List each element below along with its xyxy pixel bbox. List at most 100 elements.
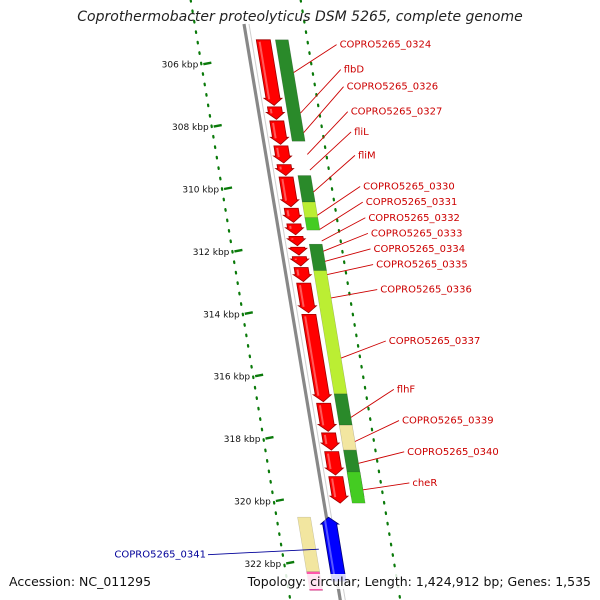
gene-label-COPRO5265_0324: COPRO5265_0324 bbox=[340, 40, 432, 51]
scale-tick-mark-5 bbox=[254, 373, 264, 378]
scale-tick-label-6: 318 kbp bbox=[224, 435, 261, 445]
scale-tick-mark-0 bbox=[203, 61, 212, 66]
gene-arrow-COPRO5265_0334 bbox=[289, 256, 310, 267]
gene-arrow-shine-flhF bbox=[318, 405, 325, 426]
gene-label-COPRO5265_0339: COPRO5265_0339 bbox=[402, 416, 494, 427]
gene-label-flhF: flhF bbox=[397, 384, 416, 395]
gene-label-COPRO5265_0326: COPRO5265_0326 bbox=[347, 82, 439, 93]
gene-arrow-COPRO5265_0330 bbox=[282, 207, 303, 223]
scale-tick-mark-1 bbox=[213, 123, 222, 128]
leader-line-fliL bbox=[309, 131, 352, 171]
gene-label-COPRO5265_0327: COPRO5265_0327 bbox=[351, 107, 443, 118]
scale-tick-mark-6 bbox=[265, 435, 274, 440]
gene-arrow-shine-COPRO5265_0339 bbox=[323, 434, 328, 445]
cog-bar-7 bbox=[338, 424, 357, 451]
gene-arrow-flbD bbox=[265, 106, 286, 120]
backbone-line bbox=[242, 23, 342, 600]
gene-arrow-cheR bbox=[328, 476, 350, 504]
leader-line-COPRO5265_0326 bbox=[303, 86, 344, 133]
leader-line-flbD bbox=[300, 69, 342, 114]
scale-tick-label-1: 308 kbp bbox=[172, 123, 209, 133]
gene-arrow-COPRO5265_0335 bbox=[291, 267, 313, 283]
gene-arrow-COPRO5265_0324 bbox=[255, 39, 284, 106]
gene-label-fliL: fliL bbox=[354, 127, 369, 138]
gene-arrow-shine-COPRO5265_0336 bbox=[299, 284, 305, 307]
gene-arrow-COPRO5265_0340 bbox=[324, 451, 345, 476]
leader-line-COPRO5265_0330 bbox=[317, 186, 361, 216]
leader-line-COPRO5265_0335 bbox=[327, 264, 374, 276]
gene-arrow-COPRO5265_0327 bbox=[272, 145, 293, 164]
gene-arrow-layer bbox=[255, 39, 350, 582]
gene-label-COPRO5265_0331: COPRO5265_0331 bbox=[366, 197, 458, 208]
gene-arrow-shine-fliM bbox=[281, 178, 287, 201]
scale-tick-mark-8 bbox=[285, 560, 295, 565]
scale-tick-label-7: 320 kbp bbox=[234, 498, 271, 508]
leader-line-flhF bbox=[350, 388, 395, 418]
gene-label-cheR: cheR bbox=[412, 478, 437, 489]
gene-label-COPRO5265_0333: COPRO5265_0333 bbox=[371, 228, 463, 239]
gene-arrow-COPRO5265_0336 bbox=[296, 282, 318, 314]
gene-arrow-shine-flbD bbox=[269, 108, 273, 114]
leader-line-fliM bbox=[313, 155, 356, 193]
gene-arrow-shine-COPRO5265_0340 bbox=[326, 453, 332, 470]
backbone-highlight bbox=[248, 23, 346, 600]
gene-label-flbD: flbD bbox=[344, 65, 365, 76]
scale-tick-label-3: 312 kbp bbox=[193, 248, 230, 258]
gene-label-COPRO5265_0330: COPRO5265_0330 bbox=[363, 182, 455, 193]
leader-line-COPRO5265_0332 bbox=[321, 217, 366, 242]
gene-label-COPRO5265_0337: COPRO5265_0337 bbox=[389, 336, 481, 347]
leader-line-COPRO5265_0324 bbox=[293, 44, 337, 73]
gene-label-COPRO5265_0332: COPRO5265_0332 bbox=[368, 213, 460, 224]
scale-tick-label-8: 322 kbp bbox=[245, 560, 282, 570]
gene-arrow-COPRO5265_0332 bbox=[286, 235, 307, 247]
gene-arrow-COPRO5265_0331 bbox=[284, 223, 305, 236]
leader-line-COPRO5265_0339 bbox=[354, 420, 400, 442]
gene-arrow-shine-COPRO5265_0341 bbox=[323, 518, 336, 576]
scale-tick-label-2: 310 kbp bbox=[182, 186, 219, 196]
gene-label-COPRO5265_0341: COPRO5265_0341 bbox=[114, 550, 206, 561]
gene-arrow-shine-COPRO5265_0335 bbox=[296, 269, 300, 276]
leader-line-COPRO5265_0334 bbox=[324, 248, 371, 262]
cog-bar-1 bbox=[297, 175, 316, 203]
cog-bar-4 bbox=[308, 243, 327, 271]
gene-arrow-shine-COPRO5265_0330 bbox=[286, 210, 290, 217]
leader-line-COPRO5265_0341 bbox=[207, 548, 319, 556]
cog-bar-3 bbox=[304, 217, 321, 231]
gene-arrow-COPRO5265_0337 bbox=[301, 313, 333, 403]
leader-line-cheR bbox=[362, 482, 410, 491]
gene-arrow-fliL bbox=[274, 164, 295, 177]
gene-label-COPRO5265_0334: COPRO5265_0334 bbox=[374, 244, 466, 255]
gene-arrow-COPRO5265_0333 bbox=[287, 246, 308, 256]
scale-tick-mark-4 bbox=[244, 311, 253, 315]
accession-text: Accession: NC_011295 bbox=[9, 574, 152, 589]
gene-arrow-COPRO5265_0339 bbox=[319, 432, 341, 451]
map-title: Coprothermobacter proteolyticus DSM 5265… bbox=[77, 9, 523, 25]
gene-label-COPRO5265_0336: COPRO5265_0336 bbox=[380, 285, 472, 296]
cog-bar-6 bbox=[333, 393, 353, 426]
scale-tick-label-0: 306 kbp bbox=[162, 61, 199, 71]
leader-line-COPRO5265_0336 bbox=[331, 289, 378, 299]
leader-line-COPRO5265_0333 bbox=[323, 232, 369, 252]
backbone-layer bbox=[242, 23, 346, 600]
gene-arrow-shine-cheR bbox=[331, 478, 337, 498]
gene-arrow-fliM bbox=[278, 176, 300, 208]
leader-line-COPRO5265_0337 bbox=[340, 340, 386, 359]
gene-arrow-flhF bbox=[316, 402, 338, 432]
scale-tick-label-4: 314 kbp bbox=[203, 310, 240, 320]
gene-label-fliM: fliM bbox=[358, 150, 376, 161]
scale-tick-mark-2 bbox=[223, 186, 233, 191]
topology-summary-text: Topology: circular; Length: 1,424,912 bp… bbox=[247, 574, 591, 589]
cog-bar-layer bbox=[274, 39, 366, 591]
gene-arrow-shine-COPRO5265_0326 bbox=[272, 122, 277, 139]
scale-tick-mark-7 bbox=[275, 498, 285, 503]
label-leader-lines bbox=[207, 44, 410, 556]
reverse-cog-bar-0 bbox=[297, 516, 320, 573]
scale-tick-mark-3 bbox=[234, 248, 243, 253]
gene-label-COPRO5265_0335: COPRO5265_0335 bbox=[376, 260, 468, 271]
gene-label-COPRO5265_0340: COPRO5265_0340 bbox=[407, 447, 499, 458]
gene-arrow-shine-COPRO5265_0337 bbox=[304, 316, 320, 396]
gene-arrow-shine-COPRO5265_0324 bbox=[258, 41, 271, 100]
cog-bar-0 bbox=[274, 39, 306, 142]
